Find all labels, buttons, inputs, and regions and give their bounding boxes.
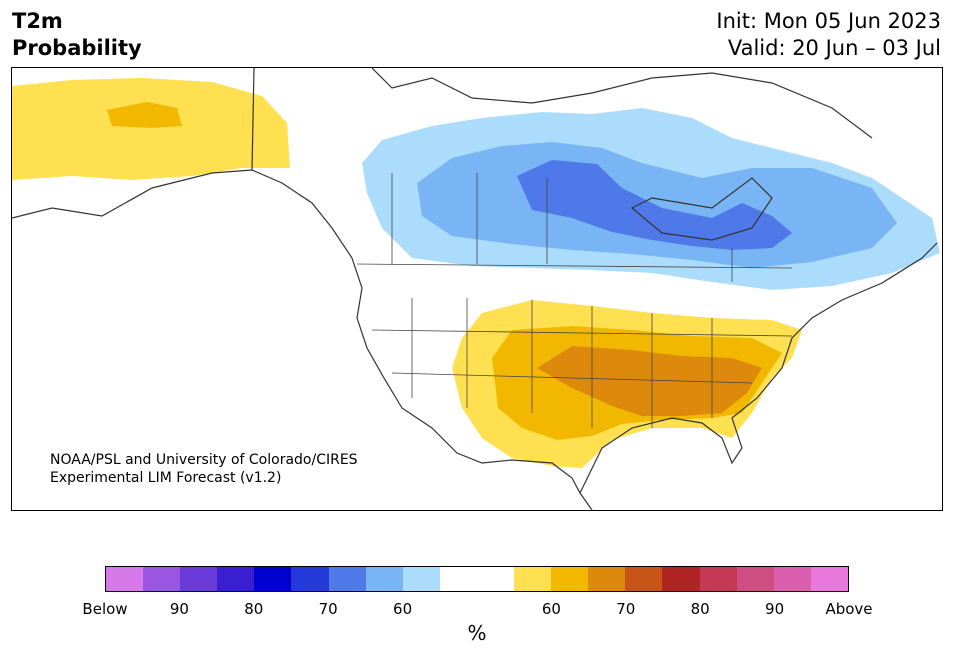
alaska-above-70 [107,102,182,128]
forecast-map: NOAA/PSL and University of Colorado/CIRE… [11,67,943,511]
colorbar-cell [810,567,848,591]
colorbar-unit: % [467,621,487,645]
coastlines [12,68,938,510]
colorbar-cell [514,567,552,591]
colorbar-cell [328,567,366,591]
colorbar-tick-label: 90 [765,600,785,618]
colorbar-tick-label: Above [825,600,873,618]
colorbar-cell [143,567,181,591]
colorbar [105,566,849,592]
state-borders [356,173,793,428]
colorbar-cell [439,567,477,591]
canada-below-80 [517,160,792,250]
colorbar-cell [291,567,329,591]
credit-line-1: NOAA/PSL and University of Colorado/CIRE… [50,452,358,468]
colorbar-cell [476,567,515,591]
colorbar-cell [106,567,144,591]
map-svg [12,68,940,510]
title-line-1: T2m [12,9,63,33]
colorbar-cell [402,567,440,591]
chart-title: T2m Probability [12,8,142,62]
colorbar-cell [662,567,700,591]
usa-above-80 [537,346,762,416]
colorbar-cell [254,567,292,591]
colorbar-cell [551,567,589,591]
colorbar-tick-label: 80 [690,600,710,618]
colorbar-cell [217,567,255,591]
colorbar-cell [736,567,774,591]
alaska-above-60 [12,78,290,180]
colorbar-cell [365,567,403,591]
forecast-dates: Init: Mon 05 Jun 2023 Valid: 20 Jun – 03… [716,8,941,62]
colorbar-cell [773,567,811,591]
credit-text: NOAA/PSL and University of Colorado/CIRE… [50,451,358,487]
colorbar-tick-label: Below [82,600,128,618]
colorbar-cell [180,567,218,591]
colorbar-tick-label: 70 [616,600,636,618]
colorbar-tick-label: 70 [318,600,338,618]
init-date: Init: Mon 05 Jun 2023 [716,9,941,33]
colorbar-cell [625,567,663,591]
colorbar-tick-label: 90 [169,600,189,618]
colorbar-tick-label: 80 [244,600,264,618]
colorbar-tick-label: 60 [393,600,413,618]
colorbar-cell [588,567,626,591]
valid-date: Valid: 20 Jun – 03 Jul [727,36,941,60]
credit-line-2: Experimental LIM Forecast (v1.2) [50,470,282,486]
title-line-2: Probability [12,36,142,60]
colorbar-tick-label: 60 [541,600,561,618]
colorbar-cell [699,567,737,591]
